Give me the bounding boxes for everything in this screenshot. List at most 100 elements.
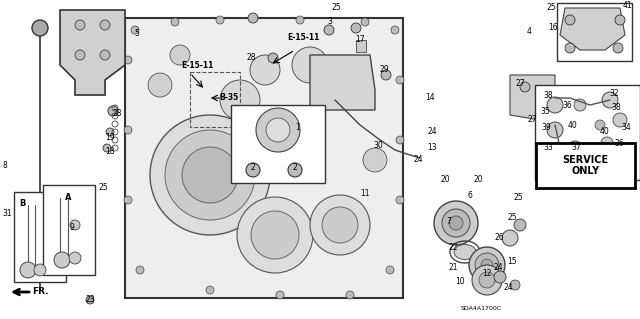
Circle shape xyxy=(86,296,94,304)
Circle shape xyxy=(472,265,502,295)
Text: 36: 36 xyxy=(614,138,624,147)
Circle shape xyxy=(206,286,214,294)
Text: 31: 31 xyxy=(2,209,12,218)
Circle shape xyxy=(246,163,260,177)
Circle shape xyxy=(165,130,255,220)
Text: 24: 24 xyxy=(503,283,513,292)
Text: 12: 12 xyxy=(483,269,492,278)
Circle shape xyxy=(170,45,190,65)
Circle shape xyxy=(32,20,48,36)
Circle shape xyxy=(574,99,586,111)
Text: 30: 30 xyxy=(373,140,383,150)
Bar xyxy=(356,40,366,52)
Text: 8: 8 xyxy=(3,160,8,169)
Circle shape xyxy=(100,20,110,30)
Text: 28: 28 xyxy=(246,54,256,63)
Polygon shape xyxy=(60,10,125,95)
Circle shape xyxy=(75,50,85,60)
Circle shape xyxy=(310,195,370,255)
Text: FR.: FR. xyxy=(32,287,48,296)
Circle shape xyxy=(131,26,139,34)
Circle shape xyxy=(256,108,300,152)
Text: 26: 26 xyxy=(494,233,504,241)
Circle shape xyxy=(547,97,563,113)
Text: 38: 38 xyxy=(611,103,621,113)
Circle shape xyxy=(475,253,499,277)
Circle shape xyxy=(391,26,399,34)
Circle shape xyxy=(276,291,284,299)
Circle shape xyxy=(514,219,526,231)
Circle shape xyxy=(613,43,623,53)
Text: 16: 16 xyxy=(548,23,558,32)
Circle shape xyxy=(346,291,354,299)
Text: 36: 36 xyxy=(562,100,572,109)
Circle shape xyxy=(136,266,144,274)
Text: 34: 34 xyxy=(621,123,631,132)
Circle shape xyxy=(251,211,299,259)
Circle shape xyxy=(237,197,313,273)
Bar xyxy=(557,3,632,61)
Text: 9: 9 xyxy=(70,224,74,233)
Text: 17: 17 xyxy=(355,35,365,44)
Circle shape xyxy=(69,252,81,264)
Circle shape xyxy=(565,43,575,53)
Circle shape xyxy=(292,47,328,83)
Circle shape xyxy=(266,118,290,142)
Text: 40: 40 xyxy=(567,122,577,130)
Text: B: B xyxy=(19,198,25,207)
Text: 20: 20 xyxy=(440,175,450,184)
Text: 41: 41 xyxy=(622,2,632,11)
Text: 4: 4 xyxy=(527,27,531,36)
Circle shape xyxy=(108,106,118,116)
Circle shape xyxy=(268,53,278,63)
Text: 33: 33 xyxy=(543,143,553,152)
Text: 24: 24 xyxy=(413,155,423,165)
Circle shape xyxy=(479,272,495,288)
Circle shape xyxy=(248,13,258,23)
Text: 37: 37 xyxy=(571,144,581,152)
Text: 2: 2 xyxy=(251,164,255,173)
Circle shape xyxy=(250,55,280,85)
Circle shape xyxy=(502,230,518,246)
Circle shape xyxy=(148,73,172,97)
Polygon shape xyxy=(510,75,555,120)
Circle shape xyxy=(182,147,238,203)
Bar xyxy=(190,72,240,127)
Circle shape xyxy=(296,16,304,24)
Text: B-35: B-35 xyxy=(220,93,239,101)
Circle shape xyxy=(54,252,70,268)
Bar xyxy=(125,18,403,298)
Text: 24: 24 xyxy=(427,128,437,137)
Circle shape xyxy=(363,148,387,172)
Text: 21: 21 xyxy=(448,263,458,272)
Text: E-15-11: E-15-11 xyxy=(181,61,213,70)
Circle shape xyxy=(396,196,404,204)
Circle shape xyxy=(615,15,625,25)
Text: 18: 18 xyxy=(105,147,115,157)
Circle shape xyxy=(124,126,132,134)
Text: E-15-11: E-15-11 xyxy=(287,33,319,42)
Text: 39: 39 xyxy=(541,122,551,131)
Circle shape xyxy=(124,56,132,64)
Circle shape xyxy=(124,196,132,204)
Text: 24: 24 xyxy=(493,263,503,271)
Circle shape xyxy=(361,18,369,26)
Circle shape xyxy=(171,18,179,26)
Text: 40: 40 xyxy=(599,128,609,137)
Polygon shape xyxy=(560,8,625,50)
Text: 19: 19 xyxy=(105,133,115,143)
Text: 27: 27 xyxy=(527,115,537,124)
Text: 14: 14 xyxy=(425,93,435,102)
Text: 35: 35 xyxy=(540,108,550,116)
Text: SDA4A1700C: SDA4A1700C xyxy=(460,306,502,310)
Text: 3: 3 xyxy=(328,18,332,26)
Circle shape xyxy=(565,15,575,25)
Text: 32: 32 xyxy=(609,90,619,99)
Circle shape xyxy=(613,113,627,127)
Circle shape xyxy=(469,247,505,283)
Circle shape xyxy=(601,137,613,149)
Ellipse shape xyxy=(454,244,476,259)
Text: 1: 1 xyxy=(296,123,300,132)
Text: 25: 25 xyxy=(507,213,517,222)
Bar xyxy=(535,85,640,180)
